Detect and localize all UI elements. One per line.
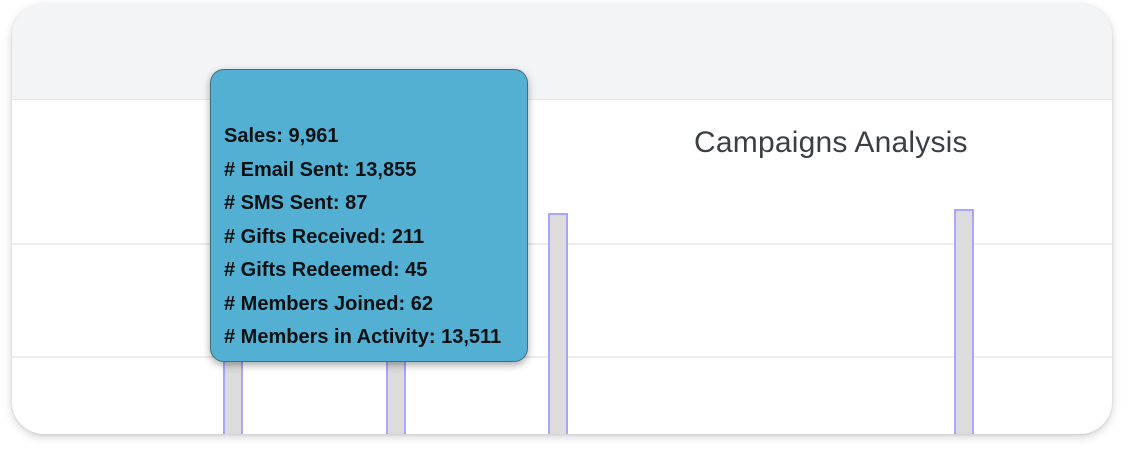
tooltip-members-joined: # Members Joined: 62 [224,292,433,315]
tooltip-gifts-received: # Gifts Received: 211 [224,225,425,248]
chart-tooltip: Sales: 9,961 # Email Sent: 13,855 # SMS … [210,69,528,362]
tooltip-sales: Sales: 9,961 [224,125,339,147]
chart-plot [12,209,1112,434]
card-header [12,4,1112,100]
tooltip-sms-sent: # SMS Sent: 87 [224,192,368,214]
tooltip-members-in-activity: # Members in Activity: 13,511 [224,326,502,348]
bar-2[interactable] [386,353,406,434]
chart-card: Campaigns Analysis [12,4,1112,434]
tooltip-gifts-redeemed: # Gifts Redeemed: 45 [224,259,428,281]
tooltip-email-sent: # Email Sent: 13,855 [224,158,417,181]
bar-1[interactable] [223,353,243,434]
bar-4[interactable] [954,209,974,434]
bar-3[interactable] [548,213,568,434]
chart-title: Campaigns Analysis [694,126,968,159]
